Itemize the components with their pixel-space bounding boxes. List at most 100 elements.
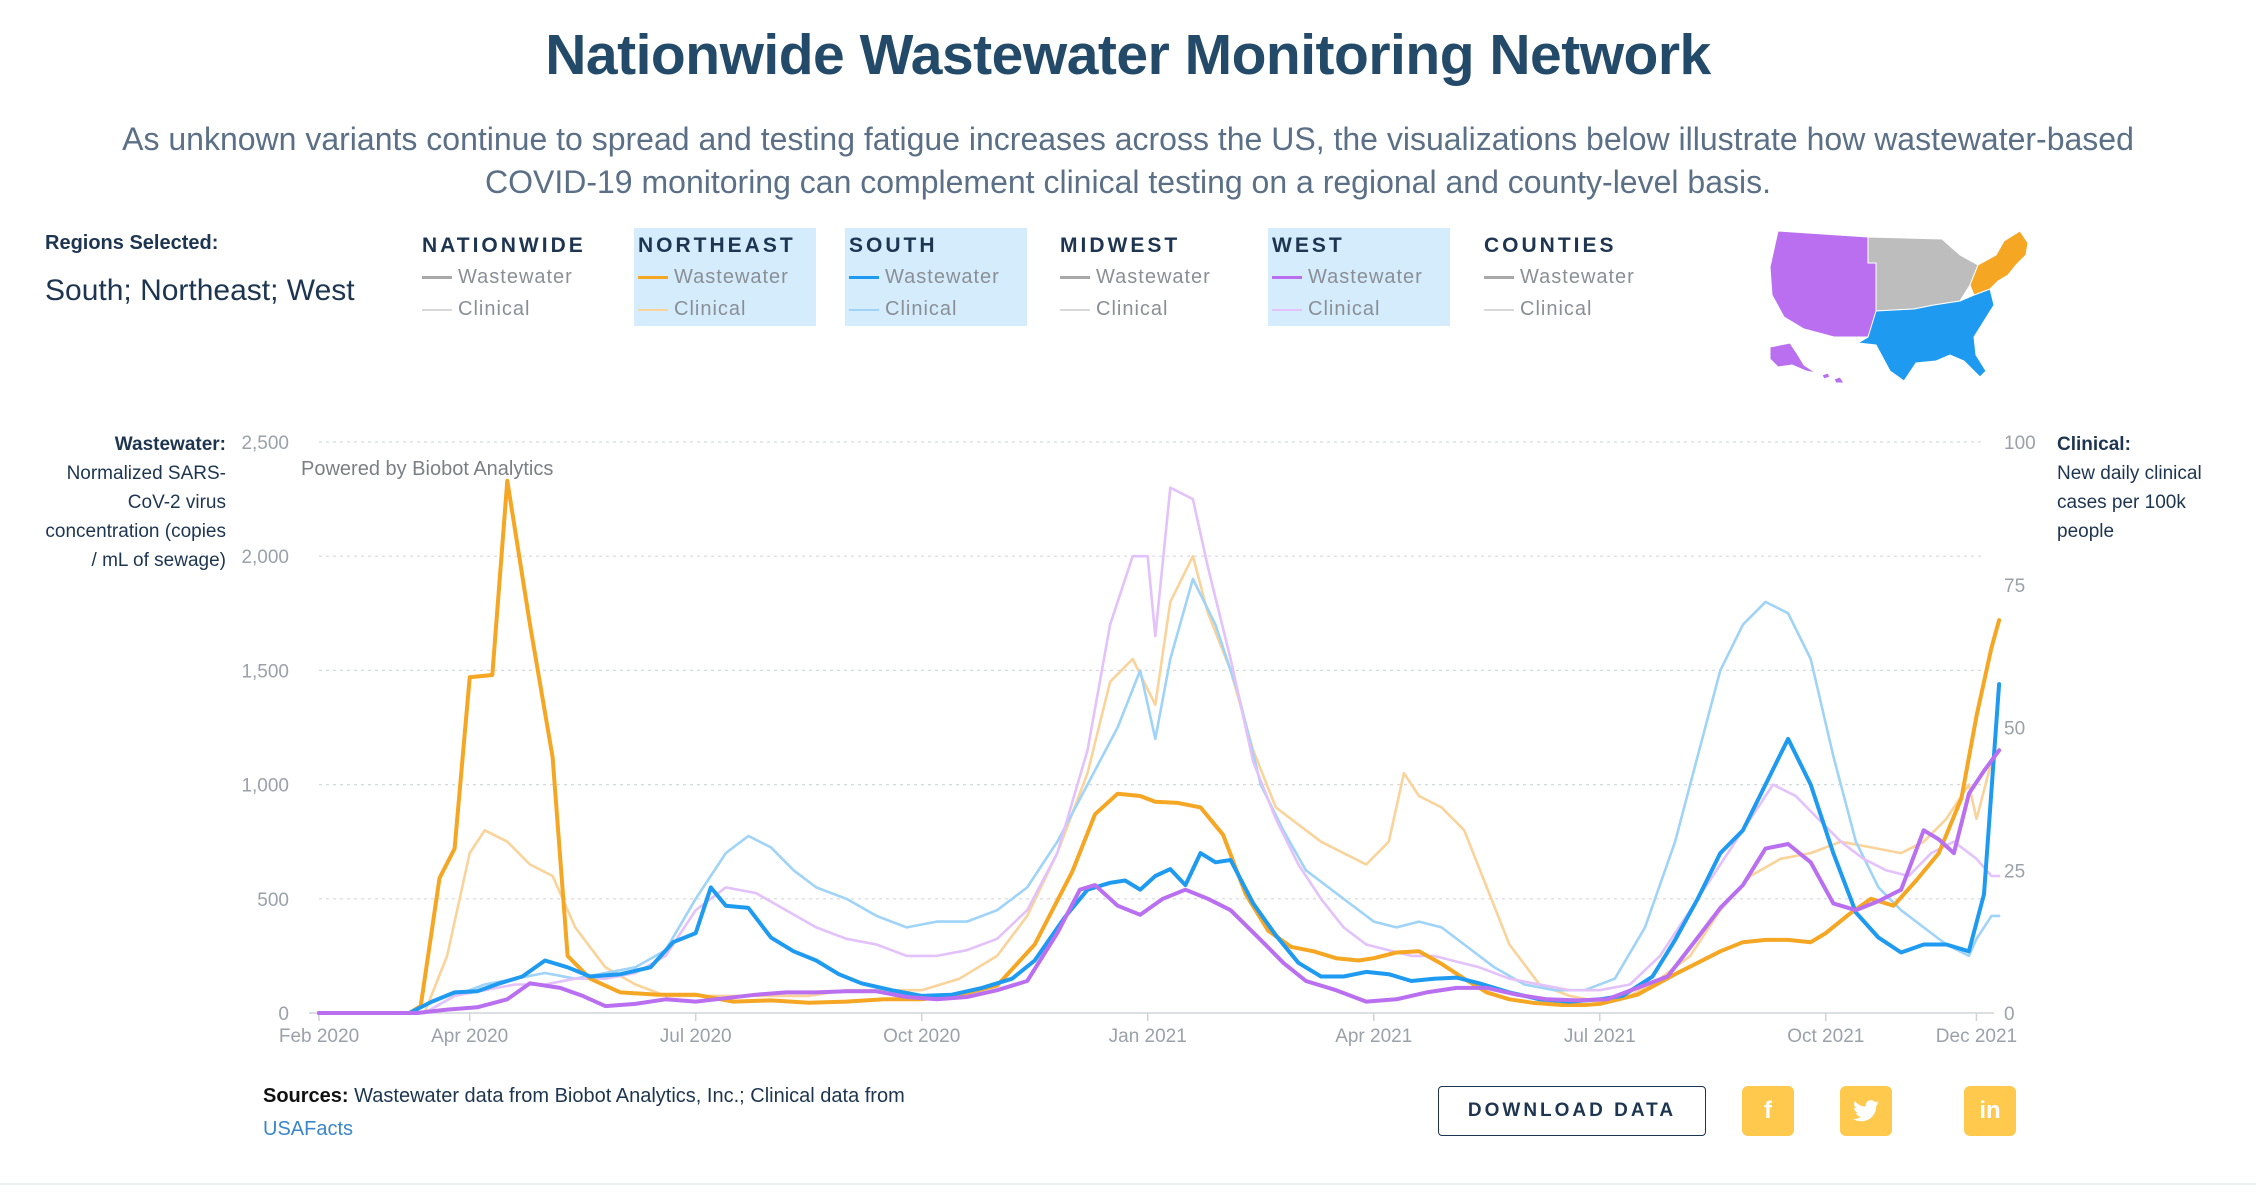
legend-clinical-item[interactable]: Clinical [1484,298,1592,321]
x-tick-label: Feb 2020 [279,1026,359,1047]
legend-swatch [849,276,879,279]
legend-swatch [1484,308,1514,311]
chart-watermark: Powered by Biobot Analytics [301,458,553,480]
x-tick-label: Oct 2020 [883,1026,960,1047]
map-region-hawaii [1821,372,1845,384]
legend-region-name: COUNTIES [1484,234,1617,257]
y-left-tick-label: 1,500 [241,661,289,682]
linkedin-icon[interactable]: in [1964,1086,2016,1136]
y-right-tick-label: 100 [2004,433,2036,454]
regions-selected-value: South; Northeast; West [45,274,355,307]
legend-wastewater-item[interactable]: Wastewater [1484,266,1635,289]
legend-label: Wastewater [1308,266,1423,288]
legend-clinical-item[interactable]: Clinical [849,298,957,321]
legend-region-name: NATIONWIDE [422,234,586,257]
legend-wastewater-item[interactable]: Wastewater [849,266,1000,289]
us-region-map[interactable] [1764,225,2044,400]
page-title: Nationwide Wastewater Monitoring Network [545,23,1711,87]
bottom-divider [0,1183,2256,1185]
y-left-tick-label: 1,000 [241,776,289,797]
legend-region-name: SOUTH [849,234,938,257]
sources-note: Sources: Wastewater data from Biobot Ana… [263,1080,963,1146]
usafacts-link[interactable]: USAFacts [263,1118,354,1140]
legend-label: Clinical [1520,298,1593,320]
map-region-northeast[interactable] [1969,230,2029,296]
twitter-bird-glyph [1853,1100,1879,1122]
legend-swatch [1484,276,1514,279]
legend-swatch [849,308,879,311]
series-line-south-wastewater [317,682,2002,1015]
y-left-tick-label: 2,000 [241,547,289,568]
legend-label: Clinical [674,298,747,320]
legend-wastewater-item[interactable]: Wastewater [1272,266,1423,289]
x-tick-label: Oct 2021 [1787,1026,1864,1047]
y-right-tick-label: 75 [2004,576,2025,597]
legend-wastewater-item[interactable]: Wastewater [422,266,573,289]
legend-swatch [1060,276,1090,279]
legend-swatch [638,276,668,279]
legend-label: Clinical [458,298,531,320]
legend-swatch [1060,308,1090,311]
left-axis-title: Wastewater: Normalized SARS-CoV-2 virus … [40,430,226,575]
right-axis-title-bold: Clinical: [2057,434,2131,455]
page-subtitle: As unknown variants continue to spread a… [122,121,2134,200]
legend-label: Clinical [1308,298,1381,320]
legend-label: Wastewater [674,266,789,288]
legend-label: Wastewater [885,266,1000,288]
facebook-icon[interactable]: f [1742,1086,1794,1136]
legend-region-name: MIDWEST [1060,234,1181,257]
right-axis-title: Clinical: New daily clinical cases per 1… [2057,430,2247,546]
map-region-alaska [1769,342,1817,374]
legend-wastewater-item[interactable]: Wastewater [1060,266,1211,289]
legend-clinical-item[interactable]: Clinical [1272,298,1380,321]
legend-clinical-item[interactable]: Clinical [638,298,746,321]
download-data-button[interactable]: DOWNLOAD DATA [1438,1086,1706,1136]
right-axis-description: New daily clinical cases per 100k people [2057,463,2202,542]
series-line-west-clinical [317,486,2001,1015]
left-axis-description: Normalized SARS-CoV-2 virus concentratio… [45,463,226,571]
map-region-south[interactable] [1856,288,1995,382]
legend-region-west[interactable]: WEST Wastewater Clinical [1268,228,1450,326]
legend-label: Clinical [1096,298,1169,320]
legend-clinical-item[interactable]: Clinical [1060,298,1168,321]
legend-region-northeast[interactable]: NORTHEAST Wastewater Clinical [634,228,816,326]
twitter-icon[interactable] [1840,1086,1892,1136]
x-tick-label: Apr 2021 [1335,1026,1412,1047]
legend-label: Clinical [885,298,958,320]
legend-swatch [638,308,668,311]
legend-region-name: NORTHEAST [638,234,796,257]
legend-clinical-item[interactable]: Clinical [422,298,530,321]
legend-swatch [422,308,452,311]
y-left-tick-label: 0 [278,1004,289,1025]
sources-label: Sources: [263,1085,349,1107]
legend-wastewater-item[interactable]: Wastewater [638,266,789,289]
x-tick-label: Jan 2021 [1109,1026,1187,1047]
series-line-south-clinical [317,577,2001,1015]
legend-label: Wastewater [458,266,573,288]
x-tick-label: Dec 2021 [1936,1026,2017,1047]
legend-label: Wastewater [1096,266,1211,288]
legend-region-south[interactable]: SOUTH Wastewater Clinical [845,228,1027,326]
series-line-west-wastewater [317,748,2002,1015]
y-right-tick-label: 25 [2004,861,2025,882]
left-axis-title-bold: Wastewater: [114,434,226,455]
legend-label: Wastewater [1520,266,1635,288]
legend-swatch [422,276,452,279]
y-right-tick-label: 0 [2004,1004,2015,1025]
x-tick-label: Apr 2020 [431,1026,508,1047]
legend-region-counties[interactable]: COUNTIES Wastewater Clinical [1480,228,1662,326]
x-tick-label: Jul 2020 [660,1026,732,1047]
legend-region-midwest[interactable]: MIDWEST Wastewater Clinical [1056,228,1238,326]
legend-region-name: WEST [1272,234,1345,257]
y-right-tick-label: 50 [2004,719,2025,740]
sources-text: Wastewater data from Biobot Analytics, I… [354,1085,905,1107]
series-line-northeast-wastewater [317,478,2002,1015]
legend-swatch [1272,308,1302,311]
regions-selected-label: Regions Selected: [45,232,219,254]
x-tick-label: Jul 2021 [1564,1026,1636,1047]
y-left-tick-label: 500 [257,890,289,911]
legend-swatch [1272,276,1302,279]
legend-region-nationwide[interactable]: NATIONWIDE Wastewater Clinical [418,228,600,326]
y-left-tick-label: 2,500 [241,433,289,454]
